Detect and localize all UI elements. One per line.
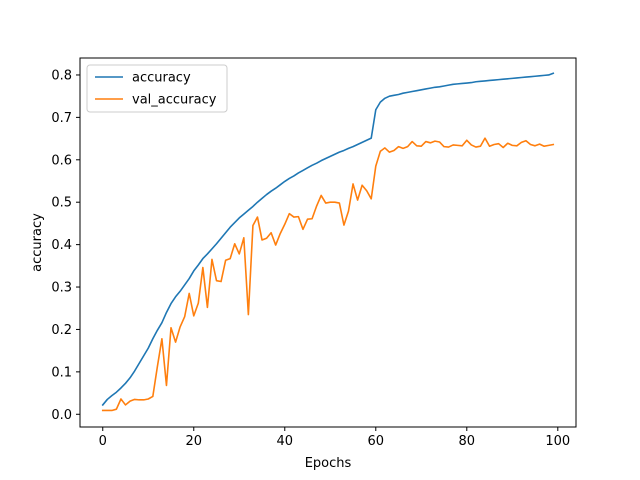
plot-frame — [79, 57, 577, 428]
y-axis-label: accuracy — [30, 213, 45, 272]
x-axis-label: Epochs — [305, 456, 352, 471]
y-tick-label: 0.3 — [51, 281, 72, 296]
y-tick-label: 0.5 — [51, 196, 72, 211]
x-tick-label: 0 — [99, 434, 107, 449]
series-line-val-accuracy — [101, 137, 555, 412]
x-tick-label: 20 — [185, 434, 202, 449]
y-tick-label: 0.0 — [51, 408, 72, 423]
y-tick-label: 0.1 — [51, 365, 72, 380]
y-tick-label: 0.2 — [51, 323, 72, 338]
series-line-accuracy — [101, 72, 555, 407]
y-tick-label: 0.4 — [51, 238, 72, 253]
x-tick-label: 40 — [276, 434, 293, 449]
x-tick-label: 100 — [545, 434, 570, 449]
y-tick-label: 0.8 — [51, 68, 72, 83]
legend-label-val-accuracy: val_accuracy — [132, 93, 217, 108]
plot-lines — [101, 72, 555, 412]
y-tick-label: 0.7 — [51, 111, 72, 126]
axes: 0 20 40 60 80 100 0.0 0.1 0.2 0.3 0.4 0.5 0.6 0.7 0.8 E… — [30, 57, 577, 471]
x-tick-label: 80 — [459, 434, 476, 449]
y-tick-label: 0.6 — [51, 153, 72, 168]
x-tick-label: 60 — [368, 434, 385, 449]
legend-label-accuracy: accuracy — [132, 71, 191, 86]
legend: accuracy val_accuracy — [86, 64, 228, 113]
